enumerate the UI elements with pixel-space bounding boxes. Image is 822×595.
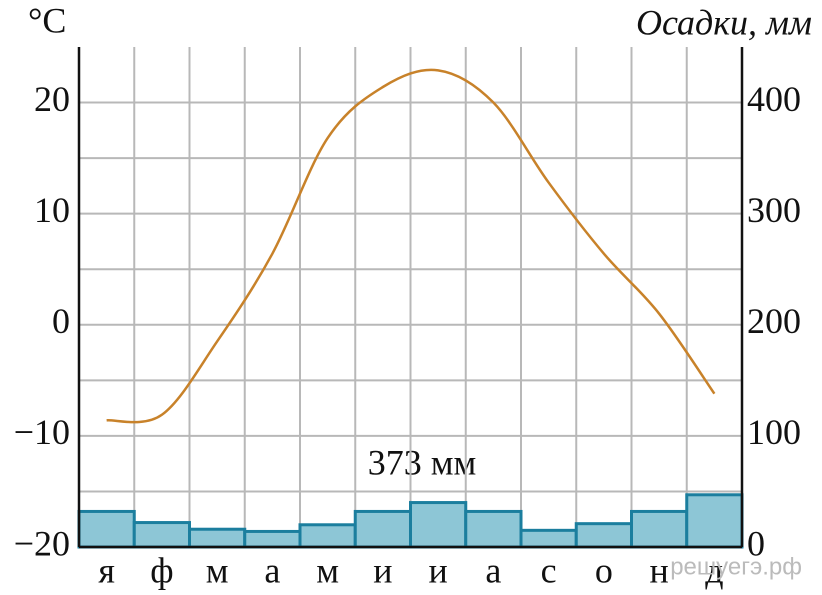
precipitation-bar	[464, 509, 523, 549]
x-tick-label: д	[705, 550, 723, 590]
x-tick-label: м	[316, 550, 339, 590]
precipitation-bar	[519, 528, 578, 549]
x-tick-label: о	[595, 550, 613, 590]
precipitation-bar	[243, 529, 302, 549]
temperature-line	[106, 68, 716, 424]
precipitation-bar	[77, 509, 136, 549]
x-tick-label: с	[541, 550, 557, 590]
precipitation-bar	[132, 521, 191, 549]
precipitation-bar	[298, 523, 357, 549]
x-tick-label: и	[428, 550, 447, 590]
precipitation-bar	[574, 522, 633, 549]
y-tick-label: 0	[52, 301, 70, 341]
y2-tick-label: 400	[747, 79, 801, 119]
precipitation-bar	[353, 509, 412, 549]
y-tick-label: 10	[34, 190, 70, 230]
annotation: 373 мм	[368, 442, 477, 482]
watermark: решуегэ.рф	[670, 553, 802, 580]
precipitation-bar	[685, 493, 744, 549]
y2-tick-label: 100	[747, 412, 801, 452]
x-tick-label: а	[264, 550, 280, 590]
precipitation-bar	[630, 509, 689, 549]
y2-tick-label: 200	[747, 301, 801, 341]
x-tick-label: я	[98, 550, 115, 590]
y2-axis-title: Осадки, мм	[636, 2, 812, 42]
y-tick-label: −20	[14, 523, 70, 563]
y2-tick-label: 0	[747, 523, 765, 563]
y2-tick-label: 300	[747, 190, 801, 230]
precipitation-bar	[188, 527, 247, 549]
x-tick-label: м	[206, 550, 229, 590]
x-tick-label: а	[485, 550, 501, 590]
x-tick-label: н	[649, 550, 668, 590]
y-tick-label: 20	[34, 79, 70, 119]
precipitation-bar	[409, 501, 468, 549]
y-axis-title: °C	[28, 0, 66, 40]
x-tick-label: ф	[150, 550, 173, 590]
x-tick-label: и	[373, 550, 392, 590]
y-tick-label: −10	[14, 412, 70, 452]
